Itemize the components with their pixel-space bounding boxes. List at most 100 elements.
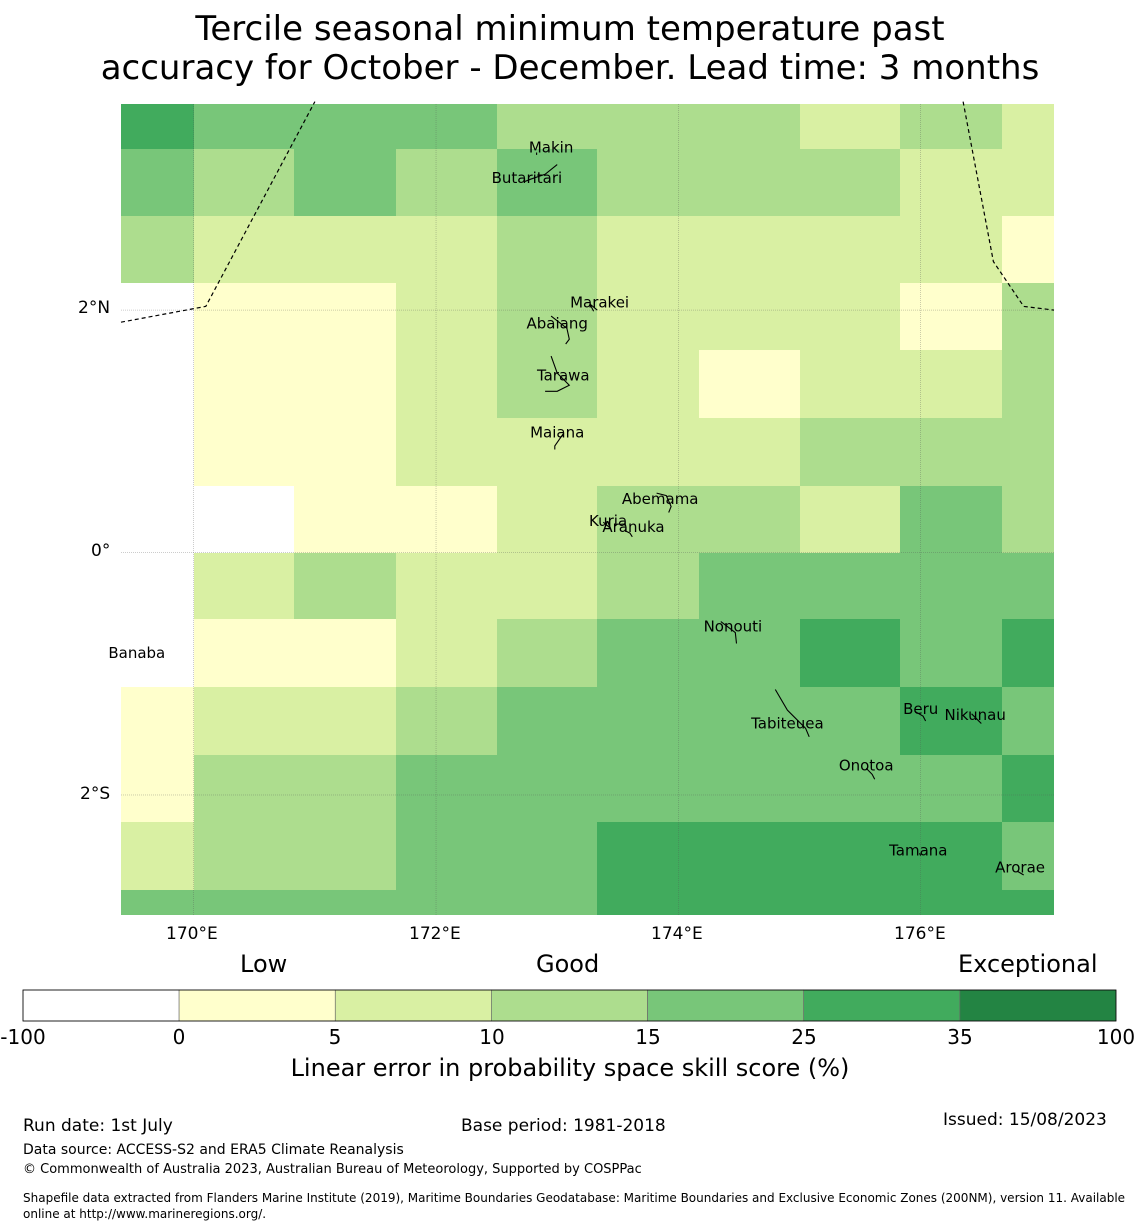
skill-cell bbox=[597, 619, 699, 687]
skill-map: Makin Butaritari Marakei Abaiang Tarawa Maian… bbox=[108, 101, 1055, 915]
skill-cell bbox=[194, 619, 294, 687]
skill-cell bbox=[121, 149, 194, 216]
island-outline bbox=[524, 164, 558, 183]
place-label: Kuria bbox=[589, 512, 627, 530]
skill-cell bbox=[294, 283, 396, 350]
skill-cell bbox=[800, 619, 900, 687]
island-outline bbox=[1017, 870, 1024, 876]
lat-tick-2n: 2°N bbox=[78, 298, 111, 318]
skill-cell bbox=[194, 553, 294, 619]
lat-tick-0: 0° bbox=[91, 541, 111, 561]
island-outline bbox=[656, 492, 672, 513]
skill-cell bbox=[497, 890, 597, 915]
skill-cell bbox=[396, 283, 497, 350]
skill-cell bbox=[194, 890, 294, 915]
skill-cell bbox=[121, 104, 194, 149]
island-outline bbox=[971, 713, 982, 724]
data-source: Data source: ACCESS-S2 and ERA5 Climate … bbox=[23, 1142, 404, 1158]
skill-cell bbox=[1002, 283, 1054, 350]
skill-cell bbox=[900, 283, 1002, 350]
skill-cell bbox=[294, 619, 396, 687]
skill-cell bbox=[800, 216, 900, 283]
skill-cell bbox=[294, 486, 396, 553]
skill-cell bbox=[597, 350, 699, 418]
skill-cell bbox=[800, 687, 900, 755]
skill-cell bbox=[699, 216, 800, 283]
skill-cell bbox=[800, 149, 900, 216]
legend-word-good: Good bbox=[536, 950, 600, 978]
skill-cell bbox=[900, 486, 1002, 553]
skill-cell bbox=[1002, 755, 1054, 822]
shapefile-credit-1: Shapefile data extracted from Flanders M… bbox=[23, 1191, 1126, 1205]
skill-cell bbox=[497, 553, 597, 619]
skill-cell bbox=[1002, 104, 1054, 149]
lon-tick-176: 176°E bbox=[894, 924, 946, 944]
skill-cell bbox=[396, 755, 497, 822]
colorbar bbox=[22, 989, 1117, 1022]
cb-tick-15: 15 bbox=[635, 1025, 661, 1049]
skill-cell bbox=[800, 755, 900, 822]
skill-cell bbox=[1002, 216, 1054, 283]
place-label: Makin bbox=[529, 139, 574, 157]
island-outline bbox=[554, 433, 564, 450]
skill-cell bbox=[1002, 822, 1054, 890]
skill-cell bbox=[294, 755, 396, 822]
place-label: Banaba bbox=[108, 644, 165, 662]
skill-cell bbox=[497, 822, 597, 890]
legend-word-exceptional: Exceptional bbox=[958, 950, 1098, 978]
place-label: Arorae bbox=[995, 859, 1045, 877]
skill-cell bbox=[294, 553, 396, 619]
skill-cell bbox=[121, 755, 194, 822]
eez-boundaries bbox=[120, 101, 1055, 323]
place-label: Tarawa bbox=[536, 366, 590, 384]
skill-cell bbox=[194, 216, 294, 283]
skill-cell bbox=[194, 149, 294, 216]
skill-cell bbox=[900, 553, 1002, 619]
lon-tick-172: 172°E bbox=[409, 924, 461, 944]
skill-cell bbox=[396, 687, 497, 755]
lon-tick-174: 174°E bbox=[651, 924, 703, 944]
skill-cell bbox=[699, 350, 800, 418]
island-outlines bbox=[138, 152, 1024, 876]
skill-cell bbox=[194, 350, 294, 418]
colorbar-frame bbox=[22, 989, 1117, 1022]
skill-cell bbox=[800, 553, 900, 619]
colorbar-label: Linear error in probability space skill … bbox=[290, 1054, 850, 1082]
island-outline bbox=[138, 656, 141, 659]
skill-cell bbox=[497, 104, 597, 149]
skill-cell bbox=[396, 149, 497, 216]
skill-cell bbox=[900, 216, 1002, 283]
skill-cell bbox=[396, 890, 497, 915]
island-outline bbox=[624, 530, 633, 538]
place-label: Aranuka bbox=[602, 518, 664, 536]
skill-cell bbox=[1002, 687, 1054, 755]
lon-tick-170: 170°E bbox=[166, 924, 218, 944]
run-date: Run date: 1st July bbox=[23, 1116, 173, 1136]
skill-cell bbox=[294, 890, 396, 915]
skill-cell bbox=[497, 350, 597, 418]
skill-cell bbox=[396, 418, 497, 486]
skill-cell bbox=[1002, 890, 1054, 915]
skill-cell bbox=[294, 149, 396, 216]
copyright: © Commonwealth of Australia 2023, Austra… bbox=[23, 1162, 642, 1177]
island-outline bbox=[589, 303, 598, 312]
skill-cell bbox=[800, 418, 900, 486]
skill-cell bbox=[597, 149, 699, 216]
island-outline bbox=[602, 521, 611, 529]
skill-cell bbox=[699, 283, 800, 350]
skill-cell bbox=[396, 350, 497, 418]
skill-cell bbox=[699, 890, 800, 915]
skill-cell bbox=[597, 755, 699, 822]
eez-boundary-line bbox=[962, 101, 1055, 311]
skill-cell bbox=[121, 890, 194, 915]
skill-cell bbox=[900, 418, 1002, 486]
skill-cell bbox=[294, 350, 396, 418]
place-label: Butaritari bbox=[492, 169, 563, 187]
colorbar-segments bbox=[22, 989, 1117, 1022]
skill-cell bbox=[497, 283, 597, 350]
skill-cell bbox=[121, 350, 194, 418]
skill-cell bbox=[800, 350, 900, 418]
skill-cell bbox=[194, 283, 294, 350]
colorbar-segment bbox=[959, 989, 1117, 1022]
skill-cell bbox=[699, 755, 800, 822]
